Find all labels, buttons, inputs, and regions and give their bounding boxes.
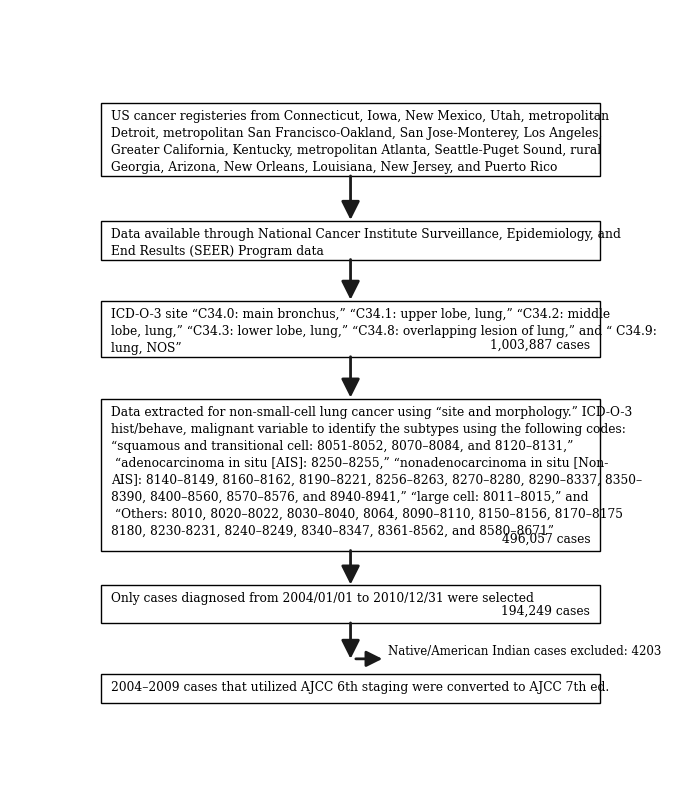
Text: 194,249 cases: 194,249 cases [501, 604, 590, 617]
Text: Only cases diagnosed from 2004/01/01 to 2010/12/31 were selected: Only cases diagnosed from 2004/01/01 to … [111, 591, 534, 604]
Text: Data extracted for non-small-cell lung cancer using “site and morphology.” ICD-O: Data extracted for non-small-cell lung c… [111, 406, 642, 537]
Text: 496,057 cases: 496,057 cases [501, 532, 590, 544]
FancyBboxPatch shape [101, 674, 600, 703]
Text: ICD-O-3 site “C34.0: main bronchus,” “C34.1: upper lobe, lung,” “C34.2: middle
l: ICD-O-3 site “C34.0: main bronchus,” “C3… [111, 308, 657, 355]
Text: Native/American Indian cases excluded: 4203: Native/American Indian cases excluded: 4… [388, 644, 661, 657]
Text: US cancer registeries from Connecticut, Iowa, New Mexico, Utah, metropolitan
Det: US cancer registeries from Connecticut, … [111, 110, 609, 174]
FancyBboxPatch shape [101, 302, 600, 357]
Text: 2004–2009 cases that utilized AJCC 6th staging were converted to AJCC 7th ed.: 2004–2009 cases that utilized AJCC 6th s… [111, 680, 609, 693]
Text: 1,003,887 cases: 1,003,887 cases [490, 338, 590, 351]
FancyBboxPatch shape [101, 222, 600, 260]
FancyBboxPatch shape [101, 399, 600, 551]
Text: Data available through National Cancer Institute Surveillance, Epidemiology, and: Data available through National Cancer I… [111, 228, 621, 258]
FancyBboxPatch shape [101, 585, 600, 623]
FancyBboxPatch shape [101, 104, 600, 177]
